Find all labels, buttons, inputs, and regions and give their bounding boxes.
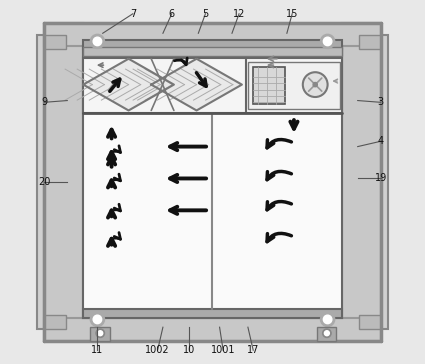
Bar — [37, 35, 46, 329]
Text: 7: 7 — [130, 9, 136, 19]
Circle shape — [93, 37, 102, 46]
Text: 1002: 1002 — [145, 345, 170, 355]
Circle shape — [324, 331, 329, 336]
Text: 10: 10 — [183, 345, 196, 355]
Bar — [44, 318, 381, 341]
Circle shape — [313, 83, 317, 87]
Polygon shape — [151, 59, 242, 110]
Polygon shape — [83, 59, 174, 110]
Text: 5: 5 — [202, 9, 209, 19]
Bar — [83, 40, 342, 49]
Circle shape — [98, 331, 103, 336]
Bar — [83, 58, 342, 113]
Bar — [248, 62, 340, 110]
Bar — [44, 23, 381, 46]
Bar — [83, 46, 342, 318]
Text: 9: 9 — [41, 97, 47, 107]
Bar — [44, 23, 83, 341]
Bar — [83, 47, 342, 56]
Bar — [44, 23, 381, 341]
Text: 6: 6 — [169, 9, 175, 19]
Bar — [253, 67, 285, 104]
Circle shape — [320, 34, 334, 48]
Circle shape — [323, 329, 331, 337]
Text: 4: 4 — [378, 136, 384, 146]
Text: 1001: 1001 — [211, 345, 235, 355]
Bar — [360, 35, 381, 49]
Bar — [83, 309, 342, 318]
Circle shape — [303, 72, 328, 97]
Text: 19: 19 — [374, 174, 387, 183]
Bar — [317, 327, 337, 341]
Circle shape — [93, 315, 102, 324]
Text: 17: 17 — [247, 345, 259, 355]
Text: 11: 11 — [91, 345, 104, 355]
Circle shape — [323, 315, 332, 324]
Bar — [44, 35, 65, 49]
Bar — [360, 315, 381, 329]
Circle shape — [91, 34, 105, 48]
Text: 12: 12 — [233, 9, 245, 19]
Circle shape — [96, 329, 105, 337]
Bar — [44, 315, 65, 329]
Circle shape — [320, 312, 334, 327]
Text: 15: 15 — [286, 9, 298, 19]
Bar — [342, 23, 381, 341]
Bar — [379, 35, 388, 329]
Text: 3: 3 — [378, 97, 384, 107]
Bar — [91, 327, 110, 341]
Circle shape — [91, 312, 105, 327]
Text: 20: 20 — [38, 177, 51, 187]
Circle shape — [323, 37, 332, 46]
